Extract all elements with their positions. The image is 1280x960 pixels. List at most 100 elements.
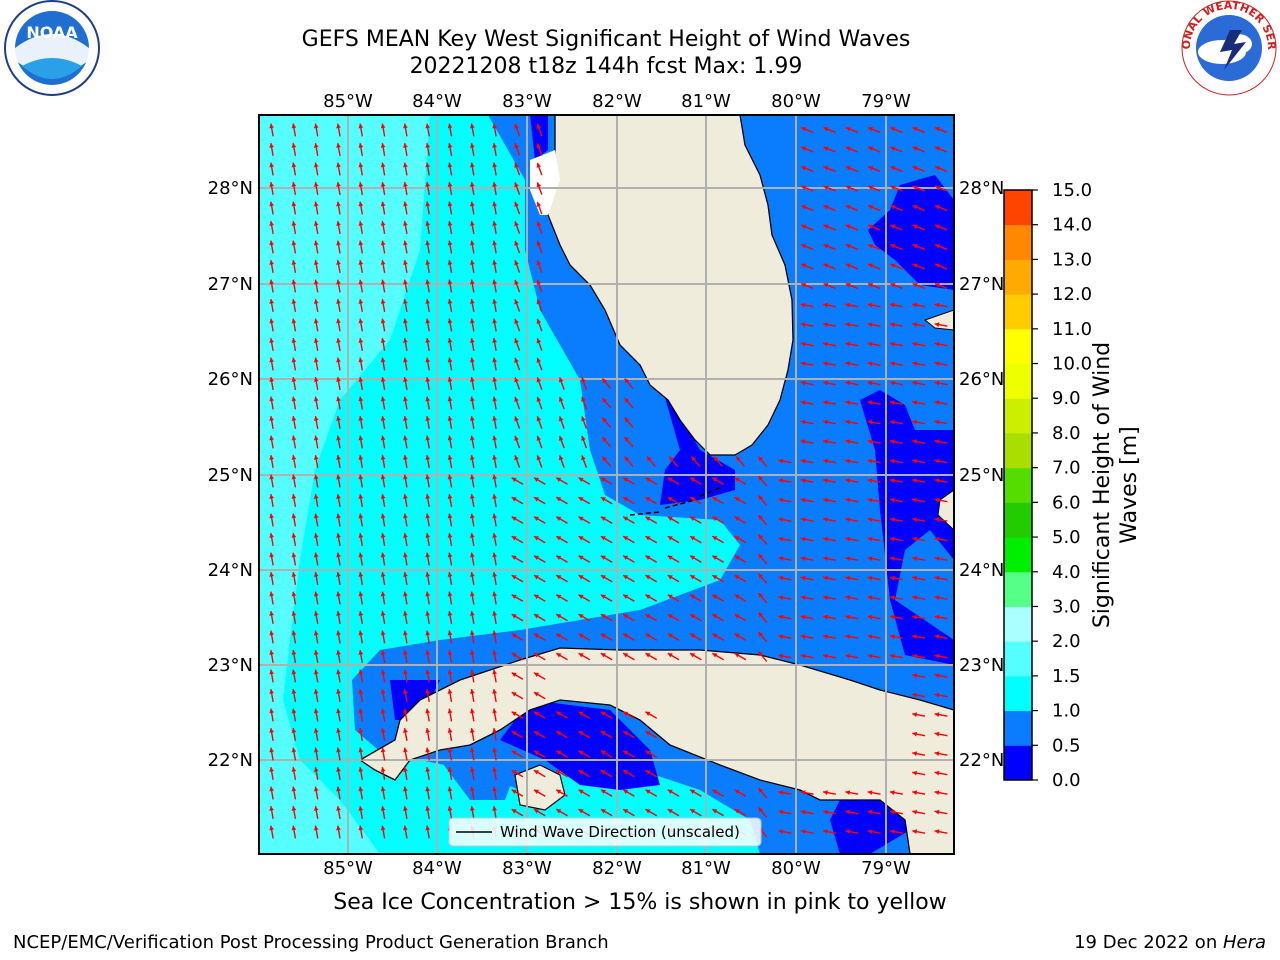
wind-wave-arrow	[912, 380, 926, 386]
wind-wave-arrow	[425, 318, 431, 332]
wind-wave-arrow	[555, 652, 568, 661]
wind-wave-arrow	[514, 357, 521, 371]
wind-wave-arrow	[313, 688, 319, 703]
wind-wave-arrow	[536, 299, 543, 312]
colorbar-tick-label: 12.0	[1052, 284, 1092, 305]
wind-wave-arrow	[536, 221, 543, 234]
wind-wave-arrow	[800, 790, 814, 795]
wind-wave-arrow	[712, 496, 724, 505]
wind-wave-arrow	[578, 652, 591, 661]
wind-wave-arrow	[867, 790, 881, 795]
wind-wave-arrow	[313, 396, 319, 410]
wind-wave-arrow	[313, 825, 319, 839]
wind-wave-arrow	[511, 808, 524, 817]
wind-wave-arrow	[757, 475, 768, 487]
wind-wave-arrow	[757, 553, 768, 565]
wind-wave-arrow	[600, 633, 613, 641]
wind-wave-arrow	[514, 455, 521, 468]
wind-wave-arrow	[934, 322, 948, 327]
wind-wave-arrow	[757, 514, 768, 526]
lat-tick-label: 25°N	[959, 465, 1004, 486]
wind-wave-arrow	[624, 436, 634, 448]
wind-wave-arrow	[581, 396, 588, 410]
wind-wave-arrow	[492, 708, 497, 722]
wind-wave-arrow	[934, 731, 948, 737]
wind-wave-arrow	[645, 613, 658, 622]
wind-wave-arrow	[425, 240, 431, 254]
wind-wave-arrow	[358, 396, 364, 410]
wind-wave-arrow	[867, 809, 881, 815]
wind-wave-arrow	[845, 634, 859, 639]
wind-wave-arrow	[867, 634, 881, 639]
wind-wave-arrow	[313, 279, 319, 293]
wind-wave-arrow	[800, 400, 814, 405]
wind-wave-arrow	[667, 477, 680, 485]
wind-wave-arrow	[380, 454, 386, 469]
wind-wave-arrow	[867, 302, 881, 308]
wind-wave-arrow	[912, 204, 925, 212]
wind-wave-arrow	[558, 416, 565, 429]
wind-wave-arrow	[492, 513, 497, 527]
wind-wave-arrow	[533, 633, 546, 641]
wind-wave-arrow	[447, 708, 453, 722]
wind-wave-arrow	[533, 496, 546, 505]
colorbar-segment	[1004, 190, 1032, 226]
wind-wave-arrow	[934, 829, 948, 834]
wind-wave-arrow	[269, 513, 274, 527]
map-frame	[258, 114, 955, 855]
bahamas-land	[923, 309, 954, 331]
wind-wave-arrow	[469, 532, 475, 547]
wind-wave-arrow	[514, 377, 521, 390]
wind-wave-arrow	[778, 790, 792, 795]
colorbar-tick-label: 8.0	[1052, 423, 1081, 444]
wind-wave-arrow	[645, 730, 658, 739]
wind-wave-arrow	[469, 688, 475, 703]
wind-wave-arrow	[291, 571, 297, 586]
wind-wave-arrow	[291, 376, 297, 391]
wind-wave-arrow	[822, 653, 837, 659]
wind-wave-arrow	[889, 536, 903, 542]
wind-wave-arrow	[380, 181, 386, 196]
wind-wave-arrow	[601, 417, 612, 428]
wind-wave-arrow	[800, 439, 814, 444]
wind-wave-arrow	[712, 652, 724, 661]
wind-wave-arrow	[403, 240, 408, 254]
wind-wave-arrow	[912, 439, 926, 444]
wind-wave-arrow	[380, 259, 386, 274]
wind-wave-arrow	[492, 181, 497, 196]
wind-wave-arrow	[800, 243, 814, 251]
wind-wave-arrow	[447, 396, 453, 410]
wind-wave-arrow	[492, 610, 497, 625]
wind-wave-arrow	[536, 435, 543, 449]
wind-wave-arrow	[934, 478, 948, 483]
wind-wave-arrow	[600, 730, 613, 739]
wind-wave-arrow	[667, 613, 680, 622]
wind-wave-arrow	[269, 259, 274, 274]
wind-wave-arrow	[269, 766, 274, 781]
wind-wave-arrow	[934, 673, 948, 678]
wind-wave-arrow	[558, 455, 565, 468]
wind-wave-arrow	[600, 535, 613, 544]
wind-wave-arrow	[800, 224, 814, 231]
wind-wave-arrow	[555, 535, 568, 544]
colorbar-segment	[1004, 537, 1032, 573]
colorbar-segment	[1004, 328, 1032, 365]
wind-wave-arrow	[867, 497, 881, 503]
wind-wave-arrow	[536, 162, 543, 176]
wind-wave-arrow	[622, 535, 635, 544]
wind-wave-arrow	[269, 571, 274, 586]
wind-wave-arrow	[447, 240, 453, 254]
wind-wave-arrow	[358, 805, 364, 820]
wind-wave-arrow	[912, 361, 926, 366]
wind-wave-arrow	[533, 477, 546, 485]
wind-wave-arrow	[358, 708, 364, 722]
wind-wave-arrow	[291, 240, 297, 254]
wind-wave-arrow	[890, 146, 903, 153]
wind-wave-arrow	[313, 435, 319, 449]
wind-wave-arrow	[536, 416, 543, 429]
wind-wave-arrow	[336, 220, 341, 235]
wind-wave-arrow	[313, 649, 319, 664]
wind-wave-arrow	[447, 123, 453, 137]
wind-wave-arrow	[492, 532, 497, 547]
colorbar-frame	[1003, 189, 1033, 781]
